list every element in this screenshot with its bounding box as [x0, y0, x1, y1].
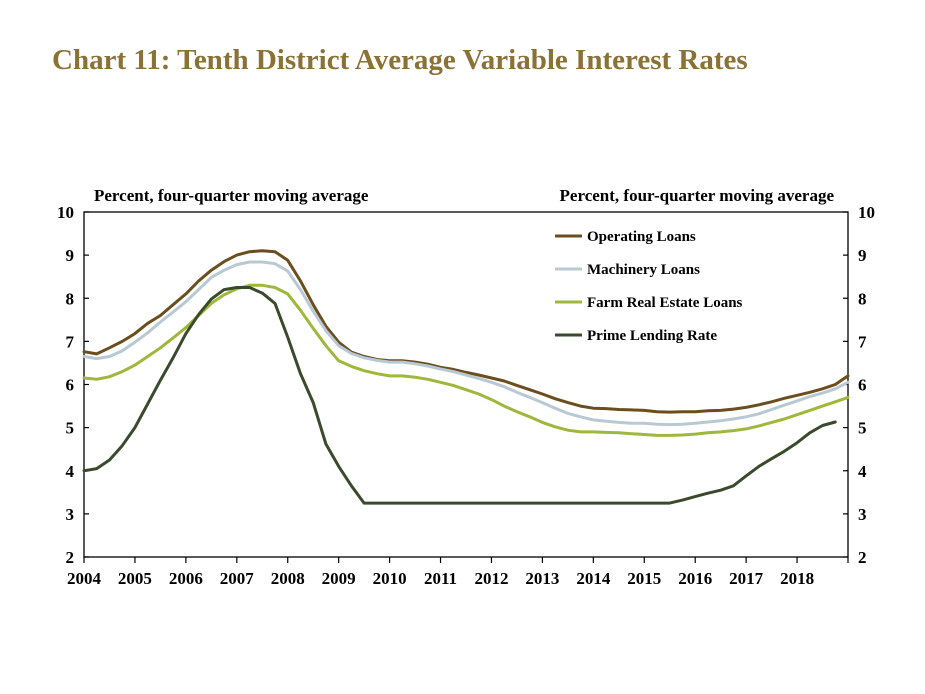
- x-tick-label: 2008: [271, 569, 305, 588]
- legend-label: Farm Real Estate Loans: [587, 295, 743, 311]
- y-tick-label-left: 4: [66, 462, 75, 481]
- x-tick-label: 2015: [627, 569, 661, 588]
- series-line-machinery-loans: [82, 260, 850, 427]
- y-tick-label-right: 2: [858, 548, 867, 567]
- x-tick-label: 2009: [322, 569, 356, 588]
- series-line-farm-real-estate-loans: [82, 283, 850, 437]
- y-tick-label-right: 7: [858, 332, 867, 351]
- x-tick-label: 2016: [678, 569, 712, 588]
- y-tick-label-left: 8: [66, 289, 75, 308]
- legend-label: Machinery Loans: [587, 262, 700, 278]
- y-tick-label-right: 4: [858, 462, 867, 481]
- chart-title: Chart 11: Tenth District Average Variabl…: [52, 44, 748, 76]
- y-tick-label-left: 2: [66, 548, 75, 567]
- right-axis-label: Percent, four-quarter moving average: [560, 186, 835, 205]
- x-tick-label: 2018: [780, 569, 814, 588]
- y-tick-label-left: 6: [66, 376, 75, 395]
- x-tick-label: 2006: [169, 569, 203, 588]
- y-tick-label-left: 5: [66, 419, 75, 438]
- y-tick-label-right: 3: [858, 505, 867, 524]
- legend-label: Operating Loans: [587, 229, 696, 245]
- series-line-prime-lending-rate: [82, 286, 837, 505]
- y-tick-label-left: 7: [66, 332, 75, 351]
- legend-label: Prime Lending Rate: [587, 328, 717, 344]
- x-tick-label: 2017: [729, 569, 764, 588]
- left-axis-label: Percent, four-quarter moving average: [94, 186, 369, 205]
- y-tick-label-left: 3: [66, 505, 75, 524]
- y-tick-label-right: 9: [858, 246, 867, 265]
- plot-area: [83, 211, 849, 558]
- y-tick-label-right: 10: [858, 203, 875, 222]
- y-tick-label-right: 6: [858, 376, 867, 395]
- x-tick-label: 2011: [424, 569, 457, 588]
- x-tick-label: 2005: [118, 569, 152, 588]
- x-tick-label: 2007: [220, 569, 255, 588]
- x-tick-label: 2004: [67, 569, 102, 588]
- x-tick-label: 2014: [576, 569, 611, 588]
- series-line-operating-loans: [82, 249, 850, 414]
- legend: Operating Loans Machinery Loans Farm Real …: [555, 229, 743, 344]
- y-tick-label-right: 5: [858, 419, 867, 438]
- y-tick-label-right: 8: [858, 289, 867, 308]
- x-tick-label: 2010: [373, 569, 407, 588]
- y-tick-label-left: 10: [57, 203, 74, 222]
- x-tick-label: 2012: [474, 569, 508, 588]
- x-tick-label: 2013: [525, 569, 559, 588]
- y-tick-label-left: 9: [66, 246, 75, 265]
